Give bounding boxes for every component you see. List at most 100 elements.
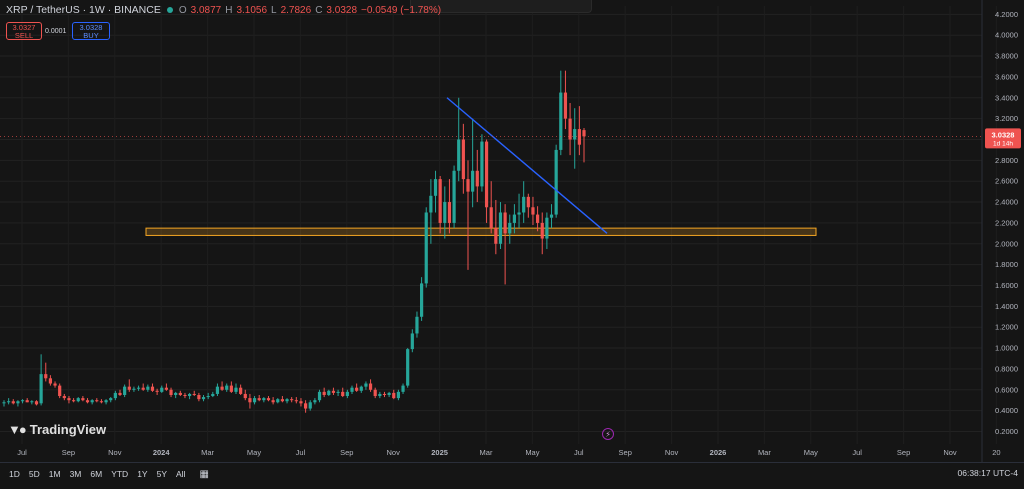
- x-tick-label: Sep: [897, 448, 910, 457]
- candle-body: [438, 179, 442, 223]
- candle-body: [118, 392, 122, 395]
- range-all[interactable]: All: [176, 469, 186, 479]
- y-tick-label: 3.4000: [995, 93, 1018, 102]
- range-1d[interactable]: 1D: [9, 469, 20, 479]
- candle-body: [447, 202, 452, 223]
- candle-body: [136, 387, 141, 389]
- candle-body: [192, 393, 196, 395]
- price-badge-value: 3.0328: [992, 130, 1015, 139]
- candle-body: [503, 212, 507, 234]
- candle-body: [294, 400, 298, 402]
- brand-name: TradingView: [29, 422, 107, 437]
- sell-label: SELL: [14, 31, 34, 40]
- high-value: 3.1056: [236, 4, 268, 16]
- candle-body: [508, 222, 512, 234]
- y-tick-label: 1.6000: [995, 281, 1018, 290]
- candle-body: [308, 402, 312, 409]
- candle-body: [220, 386, 224, 390]
- x-tick-label: Mar: [758, 448, 771, 457]
- candle-body: [313, 400, 317, 403]
- trendline-layer[interactable]: [446, 97, 608, 234]
- sell-button[interactable]: 3.0327 SELL: [6, 22, 42, 40]
- x-tick-label: May: [804, 448, 818, 457]
- range-1y[interactable]: 1Y: [137, 469, 148, 479]
- support-zone[interactable]: [145, 227, 817, 236]
- candle-body: [317, 391, 322, 401]
- candle-body: [327, 390, 331, 395]
- close-label: C: [315, 4, 323, 16]
- tradingview-logo: ▼● TradingView: [8, 422, 106, 437]
- drawing-toolbar[interactable]: [410, 0, 592, 13]
- range-1m[interactable]: 1M: [48, 469, 61, 479]
- candle-body: [81, 398, 85, 401]
- x-tick-label: 2024: [153, 448, 171, 457]
- low-value: 2.7826: [280, 4, 312, 16]
- candle-body: [183, 394, 187, 397]
- candle-body: [433, 179, 438, 196]
- y-tick-label: 0.2000: [995, 427, 1018, 436]
- trendline[interactable]: [446, 97, 608, 234]
- open-value: 3.0877: [190, 4, 222, 16]
- range-6m[interactable]: 6M: [90, 469, 103, 479]
- buy-button[interactable]: 3.0328 BUY: [72, 22, 110, 40]
- range-3m[interactable]: 3M: [69, 469, 82, 479]
- event-marker-icon[interactable]: [602, 428, 614, 440]
- y-tick-label: 3.8000: [995, 52, 1018, 61]
- x-tick-label: Jul: [574, 448, 584, 457]
- candle-body: [178, 392, 182, 395]
- candle-body: [44, 374, 48, 379]
- y-tick-label: 2.4000: [995, 198, 1018, 207]
- candle-body: [299, 401, 303, 404]
- x-tick-label: Mar: [480, 448, 493, 457]
- candle-body: [239, 387, 243, 394]
- y-tick-label: 2.8000: [995, 156, 1018, 165]
- x-tick-label: Nov: [665, 448, 679, 457]
- candle-body: [554, 149, 558, 215]
- x-tick-label: Mar: [201, 448, 214, 457]
- candle-body: [127, 386, 131, 390]
- candle-body: [526, 196, 530, 208]
- candle-body: [512, 214, 516, 223]
- candle-body: [531, 207, 535, 215]
- x-tick-label: Sep: [62, 448, 75, 457]
- range-5y[interactable]: 5Y: [156, 469, 167, 479]
- candle-body: [429, 195, 433, 213]
- range-ytd[interactable]: YTD: [111, 469, 129, 479]
- y-tick-label: 0.8000: [995, 364, 1018, 373]
- candle-body: [266, 398, 271, 401]
- y-tick-label: 4.2000: [995, 10, 1018, 19]
- candle-body: [498, 212, 503, 244]
- candle-body: [489, 207, 493, 229]
- candle-body: [471, 170, 475, 192]
- calendar-icon[interactable]: ▦: [199, 468, 209, 480]
- candle-body: [415, 316, 419, 334]
- candle-body: [484, 141, 489, 208]
- candle-body: [382, 393, 387, 395]
- candle-body: [215, 386, 220, 394]
- candle-body: [72, 400, 76, 402]
- candle-body: [123, 386, 127, 395]
- y-tick-label: 1.8000: [995, 260, 1018, 269]
- high-label: H: [225, 4, 233, 16]
- candle-body: [25, 400, 29, 403]
- candle-body: [90, 400, 94, 403]
- grid: [0, 6, 997, 444]
- buy-label: BUY: [83, 31, 99, 40]
- support-zone-layer[interactable]: [145, 227, 817, 236]
- axes: 0.2000 0.4000 0.6000 0.8000 1.0000 1.2000 1.40…: [0, 0, 1021, 462]
- candle-body: [396, 391, 400, 399]
- price-badge: [985, 128, 1021, 149]
- lightning-icon: ⚡: [605, 430, 611, 439]
- range-5d[interactable]: 5D: [28, 469, 40, 479]
- y-tick-label: 1.0000: [995, 344, 1018, 353]
- clock[interactable]: 06:38:17 UTC-4: [957, 468, 1018, 478]
- open-label: O: [178, 4, 187, 16]
- candle-body: [480, 141, 484, 187]
- symbol-title[interactable]: XRP / TetherUS · 1W · BINANCE: [6, 4, 161, 16]
- candle-body: [257, 398, 261, 401]
- candle-body: [536, 214, 540, 223]
- bottom-toolbar: 1D 5D 1M 3M 6M YTD 1Y 5Y All ▦ 06:38:17 UTC-4: [0, 462, 1024, 485]
- candle-body: [392, 392, 396, 399]
